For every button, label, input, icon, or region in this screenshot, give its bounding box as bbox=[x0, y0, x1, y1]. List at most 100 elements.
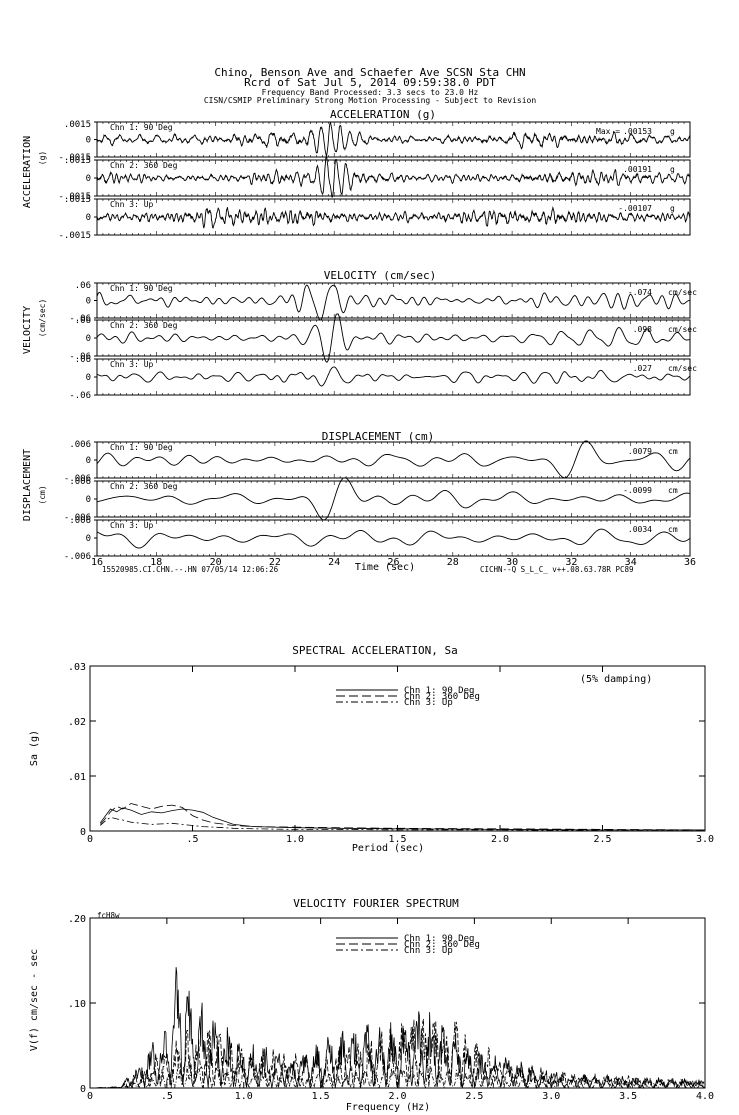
trace-0-1 bbox=[96, 156, 691, 198]
legend-label: Chn 3: Up bbox=[404, 698, 453, 708]
time-tick-label: 18 bbox=[150, 557, 162, 568]
max-value: -.0099 bbox=[623, 486, 652, 495]
velocity-yunit: (cm/sec) bbox=[38, 299, 47, 338]
x-tick-label: 1.5 bbox=[388, 834, 406, 845]
fourier-ylabel: V(f) cm/sec - sec bbox=[29, 949, 40, 1051]
displacement-title: DISPLACEMENT (cm) bbox=[322, 430, 435, 443]
legend-label: Chn 1: 90 Deg bbox=[404, 686, 474, 696]
max-value: .0079 bbox=[628, 447, 652, 456]
y-tick-label: 0 bbox=[86, 213, 91, 223]
max-units: cm bbox=[668, 525, 678, 534]
y-tick-label: -.06 bbox=[69, 391, 91, 401]
y-tick-label: .10 bbox=[68, 999, 86, 1010]
time-tick-label: 28 bbox=[447, 557, 459, 568]
header-processing: CISN/CSMIP Preliminary Strong Motion Pro… bbox=[204, 96, 537, 105]
x-tick-label: .5 bbox=[186, 834, 198, 845]
sa-title: SPECTRAL ACCELERATION, Sa bbox=[292, 644, 458, 657]
max-value: -.00107 bbox=[618, 204, 652, 213]
spectrum-series-0 bbox=[90, 967, 706, 1089]
timeseries-panel-2-1: .006 0 -.006 Chn 2: 360 Deg -.0099 cm bbox=[64, 477, 691, 523]
legend-label: Chn 2: 360 Deg bbox=[404, 692, 480, 702]
channel-label: Chn 3: Up bbox=[110, 521, 154, 530]
max-units: cm bbox=[668, 486, 678, 495]
trace-2-1 bbox=[96, 477, 691, 521]
x-tick-label: 3.5 bbox=[619, 1091, 637, 1102]
y-tick-label: -.06 bbox=[69, 352, 91, 362]
channel-label: Chn 1: 90 Deg bbox=[110, 443, 173, 452]
y-tick-label: .006 bbox=[69, 477, 91, 487]
x-tick-label: 3.0 bbox=[542, 1091, 560, 1102]
y-tick-label: .006 bbox=[69, 440, 91, 450]
y-tick-label: -.0015 bbox=[58, 153, 91, 163]
max-units: g bbox=[670, 165, 675, 174]
channel-label: Chn 2: 360 Deg bbox=[110, 482, 178, 491]
panel-frame bbox=[96, 282, 691, 319]
y-tick-label: 0 bbox=[86, 373, 91, 383]
y-tick-label: -.06 bbox=[69, 314, 91, 324]
y-tick-label: 0 bbox=[86, 136, 91, 146]
time-tick-label: 16 bbox=[91, 557, 103, 568]
y-tick-label: -.0015 bbox=[58, 192, 91, 202]
channel-label: Chn 1: 90 Deg bbox=[110, 123, 173, 132]
y-tick-label: .0015 bbox=[64, 195, 91, 205]
x-tick-label: 2.5 bbox=[593, 834, 611, 845]
trace-1-2 bbox=[96, 366, 691, 387]
fourier-title: VELOCITY FOURIER SPECTRUM bbox=[293, 897, 459, 910]
legend-label: Chn 2: 360 Deg bbox=[404, 940, 480, 950]
x-tick-label: 2.0 bbox=[491, 834, 509, 845]
channel-label: Chn 3: Up bbox=[110, 200, 154, 209]
y-tick-label: .01 bbox=[68, 772, 86, 783]
y-tick-label: .06 bbox=[75, 316, 91, 326]
timeseries-panel-2-0: .006 0 -.006 Chn 1: 90 Deg .0079 cm bbox=[64, 440, 691, 484]
trace-2-2 bbox=[96, 528, 691, 549]
x-tick-label: 4.0 bbox=[696, 1091, 714, 1102]
legend-label: Chn 1: 90 Deg bbox=[404, 934, 474, 944]
max-units: cm/sec bbox=[668, 325, 697, 334]
y-tick-label: .0015 bbox=[64, 156, 91, 166]
y-tick-label: .006 bbox=[69, 516, 91, 526]
y-tick-label: 0 bbox=[80, 1084, 86, 1095]
trace-0-0 bbox=[97, 121, 691, 157]
header-station: Chino, Benson Ave and Schaefer Ave SCSN … bbox=[214, 66, 525, 79]
y-tick-label: 0 bbox=[80, 827, 86, 838]
sa-ylabel: Sa (g) bbox=[29, 730, 40, 766]
y-tick-label: -.006 bbox=[64, 513, 91, 523]
trace-1-0 bbox=[96, 284, 691, 321]
legend-label: Chn 3: Up bbox=[404, 946, 453, 956]
time-tick-label: 22 bbox=[269, 557, 281, 568]
max-units: cm/sec bbox=[668, 288, 697, 297]
y-tick-label: -.0015 bbox=[58, 231, 91, 241]
timeseries-panel-1-2: .06 0 -.06 Chn 3: Up .027 cm/sec bbox=[69, 355, 697, 401]
trace-1-1 bbox=[96, 313, 691, 363]
acceleration-ylabel: ACCELERATION bbox=[22, 136, 33, 208]
y-tick-label: .02 bbox=[68, 717, 86, 728]
acceleration-title: ACCELERATION (g) bbox=[330, 108, 436, 121]
spectrum-series-2 bbox=[100, 816, 705, 831]
panel-frame bbox=[96, 480, 691, 518]
y-tick-label: .0015 bbox=[64, 120, 91, 130]
header-record: Rcrd of Sat Jul 5, 2014 09:59:38.0 PDT bbox=[244, 76, 496, 89]
time-tick-label: 34 bbox=[625, 557, 637, 568]
x-tick-label: 1.0 bbox=[286, 834, 304, 845]
timeseries-panel-0-0: .0015 0 -.0015 Chn 1: 90 Deg Max = .00153 g bbox=[58, 120, 691, 163]
trace-2-0 bbox=[96, 440, 691, 479]
max-label: Max = bbox=[596, 127, 620, 136]
y-tick-label: 0 bbox=[86, 534, 91, 544]
x-tick-label: 2.0 bbox=[388, 1091, 406, 1102]
sa-damping-note: (5% damping) bbox=[580, 674, 652, 685]
y-tick-label: -.006 bbox=[64, 474, 91, 484]
channel-label: Chn 3: Up bbox=[110, 360, 154, 369]
channel-label: Chn 2: 360 Deg bbox=[110, 321, 178, 330]
time-tick-label: 32 bbox=[565, 557, 577, 568]
x-tick-label: .5 bbox=[161, 1091, 173, 1102]
trace-0-2 bbox=[96, 205, 691, 229]
time-tick-label: 30 bbox=[506, 557, 518, 568]
max-value: .027 bbox=[633, 364, 652, 373]
max-units: cm bbox=[668, 447, 678, 456]
velocity-title: VELOCITY (cm/sec) bbox=[324, 269, 437, 282]
channel-label: Chn 2: 360 Deg bbox=[110, 161, 178, 170]
time-tick-label: 24 bbox=[328, 557, 340, 568]
y-tick-label: .06 bbox=[75, 355, 91, 365]
header-band: Frequency Band Processed: 3.3 secs to 23… bbox=[262, 88, 479, 97]
